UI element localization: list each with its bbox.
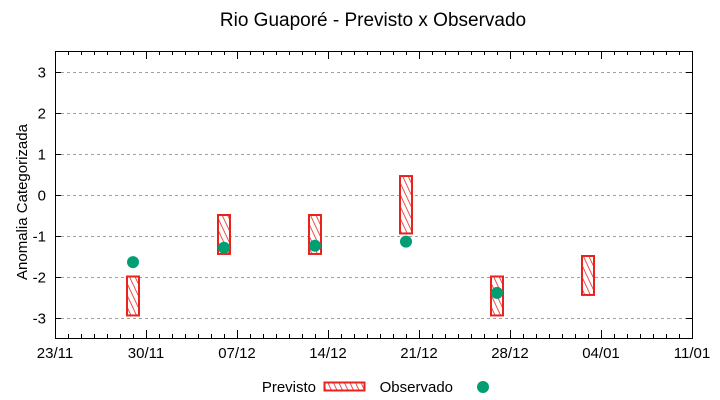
x-tick-label: 07/12 <box>218 345 256 362</box>
x-tick-label: 21/12 <box>400 345 438 362</box>
legend-label-previsto: Previsto <box>262 379 316 396</box>
chart-title: Rio Guaporé - Previsto x Observado <box>220 10 526 31</box>
observado-point <box>309 239 321 252</box>
x-tick-label: 04/01 <box>582 345 620 362</box>
x-tick-label: 23/11 <box>37 345 73 362</box>
y-tick-label: -1 <box>33 229 46 246</box>
plot-frame <box>55 51 693 339</box>
y-tick-label: 3 <box>38 65 46 82</box>
x-tick-label: 30/11 <box>128 345 164 362</box>
previsto-box <box>581 255 595 296</box>
legend: Previsto Observado <box>262 379 489 396</box>
y-tick-label: -3 <box>33 311 46 328</box>
x-tick-label: 11/01 <box>674 345 710 362</box>
previsto-box <box>126 275 140 317</box>
observado-point <box>491 286 503 299</box>
y-tick-label: 0 <box>38 188 46 205</box>
legend-swatch-previsto <box>323 381 366 392</box>
y-tick-label: 1 <box>38 147 46 164</box>
observado-point <box>218 241 230 254</box>
x-tick-label: 28/12 <box>491 345 529 362</box>
legend-label-observado: Observado <box>380 379 453 396</box>
y-axis-label: Anomalia Categorizada <box>14 123 31 280</box>
y-tick-label: -2 <box>33 270 46 287</box>
legend-swatch-observado <box>477 381 489 393</box>
y-tick-label: 2 <box>38 106 46 123</box>
previsto-box <box>399 175 413 235</box>
x-tick-label: 14/12 <box>309 345 347 362</box>
observado-point <box>127 256 139 269</box>
observado-series <box>127 235 503 299</box>
previsto-series <box>126 175 595 317</box>
observado-point <box>400 235 412 248</box>
y-axis-ticks: 3 2 1 0 -1 -2 -3 <box>33 65 692 328</box>
gridlines <box>55 72 692 319</box>
